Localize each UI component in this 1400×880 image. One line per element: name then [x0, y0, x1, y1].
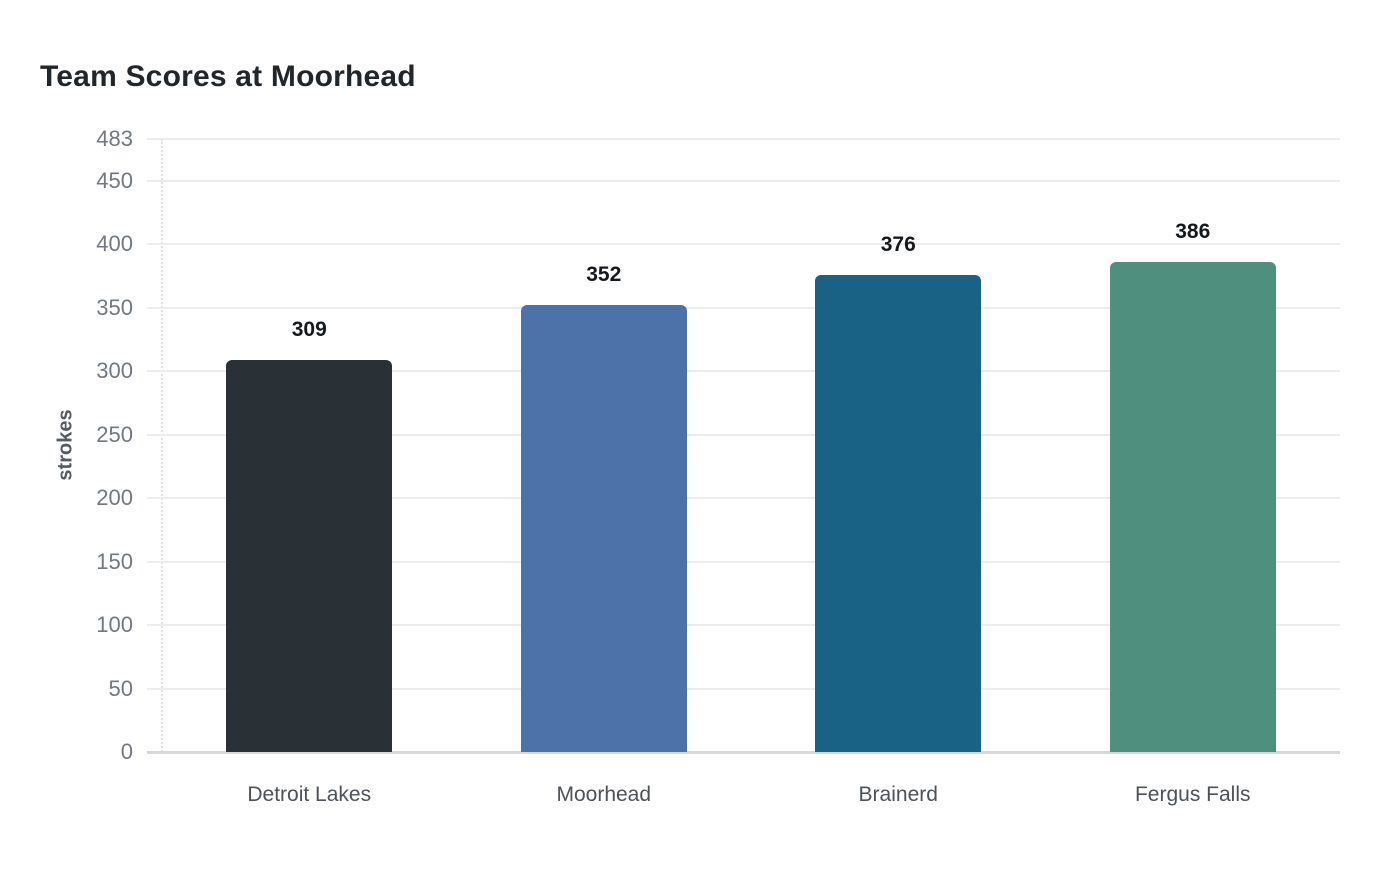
y-tick-label: 400	[96, 231, 133, 257]
x-tick-label: Brainerd	[858, 783, 938, 806]
y-tick-label: 200	[96, 485, 133, 511]
gridline	[147, 560, 1340, 563]
y-tick-label: 350	[96, 294, 133, 320]
bar-detroit-lakes	[226, 359, 393, 752]
bar-moorhead	[520, 305, 687, 752]
x-tick-label: Fergus Falls	[1134, 783, 1251, 806]
y-tick-label: 300	[96, 358, 133, 384]
gridline	[147, 138, 1340, 140]
y-tick-label: 450	[96, 167, 133, 193]
bar-brainerd	[815, 274, 982, 752]
gridline	[147, 179, 1340, 182]
bar-fergus-falls	[1109, 262, 1276, 752]
gridline	[147, 306, 1340, 309]
gridline	[147, 433, 1340, 436]
gridline	[147, 370, 1340, 373]
bar-value-label: 352	[586, 263, 622, 287]
x-tick-label: Moorhead	[556, 783, 652, 806]
chart-title: Team Scores at Moorhead	[40, 60, 416, 93]
x-tick-label: Detroit Lakes	[247, 783, 372, 806]
y-tick-label: 0	[120, 739, 133, 764]
y-tick-label: 150	[96, 548, 133, 574]
plot-area: 0 50 100 150 200 250 300 350 400 450 483 309 Detroit…	[96, 126, 1340, 806]
gridline	[147, 243, 1340, 246]
gridline	[147, 624, 1340, 627]
gridline	[147, 687, 1340, 690]
y-tick-label: 250	[96, 421, 133, 447]
gridline	[147, 497, 1340, 500]
y-axis-line	[161, 139, 163, 752]
bar-value-label: 376	[880, 232, 916, 256]
y-tick-label: 483	[96, 126, 133, 151]
x-axis-line	[147, 751, 1340, 754]
y-tick-label: 100	[96, 612, 133, 638]
y-tick-label: 50	[108, 675, 133, 701]
bar-value-label: 309	[291, 317, 327, 341]
bar-value-label: 386	[1175, 220, 1211, 244]
